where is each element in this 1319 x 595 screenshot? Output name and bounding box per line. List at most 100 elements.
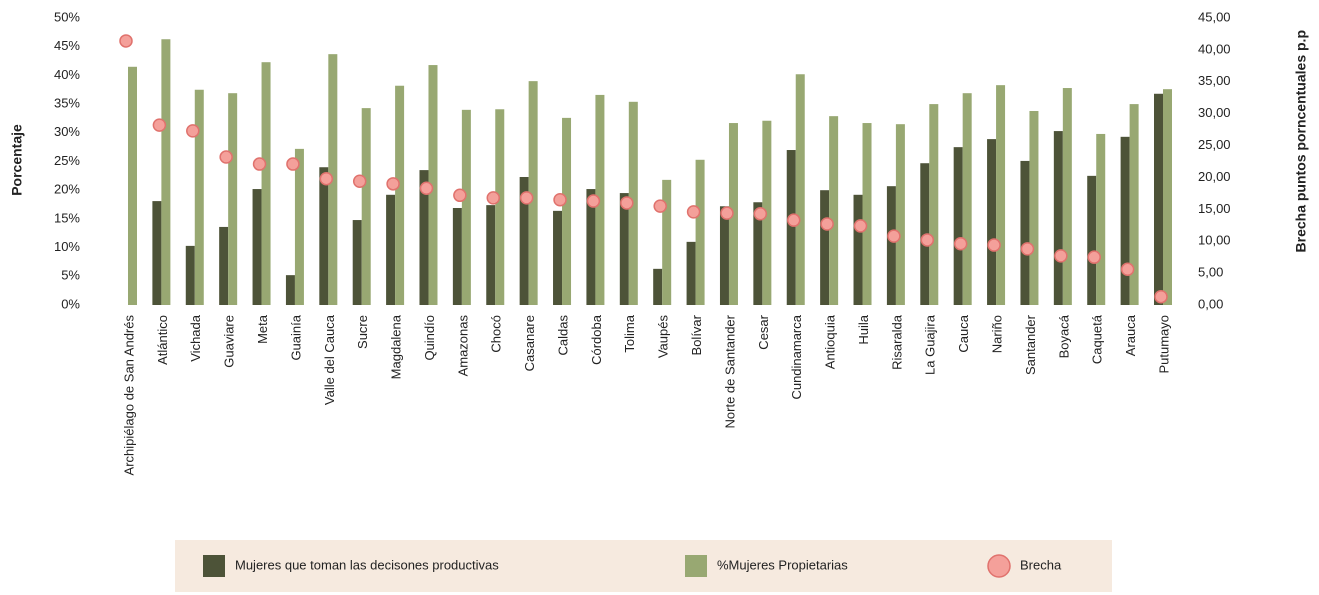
brecha-point [553,193,567,207]
brecha-point [419,181,434,196]
y2-tick-label: 20,00 [1198,169,1231,184]
x-tick-label: Risaralda [889,314,904,370]
y-tick-label: 10% [54,239,80,254]
bar [1096,133,1106,305]
bar [152,201,162,305]
bar [553,210,563,305]
brecha-point [453,188,467,203]
bar [194,89,204,305]
brecha-point [286,157,300,171]
y2-tick-label: 10,00 [1198,233,1231,248]
x-tick-label: Casanare [522,315,537,371]
y2-tick-label: 30,00 [1198,105,1231,120]
y2-tick-label: 0,00 [1198,296,1223,311]
x-tick-label: Tolima [622,314,637,352]
brecha-point [186,124,200,138]
y2-axis-title: Brecha puntos porncentuales p.p [1293,30,1309,252]
y-axis-title: Porcentaje [9,124,25,196]
x-tick-label: Cesar [756,314,771,349]
x-tick-label: Cauca [956,314,971,352]
x-tick-label: Amazonas [455,315,470,377]
brecha-point [953,237,968,251]
legend-swatch [987,554,1011,578]
bar [686,241,696,305]
y-tick-label: 0% [61,296,80,311]
bar [395,85,405,306]
bar [996,85,1006,306]
brecha-point [219,150,233,164]
x-tick-label: Guainía [288,314,303,360]
bar [252,189,262,305]
bar [352,220,362,305]
bar [528,81,538,305]
brecha-point [1120,262,1135,277]
bar [1120,136,1130,305]
x-tick-label: Valle del Cauca [322,314,337,405]
brecha-point [686,205,701,219]
brecha-point [753,207,768,221]
bar [786,150,796,305]
legend-label: Mujeres que toman las decisones producti… [235,557,499,572]
x-tick-label: Putumayo [1156,315,1171,374]
brecha-point [519,191,534,205]
brecha-point [386,177,400,191]
bar [1020,160,1030,305]
bar [161,39,171,305]
bar [820,190,830,305]
brecha-point [720,206,734,220]
x-tick-label: La Guajira [923,314,938,375]
bar [886,186,896,305]
brecha-point [1154,289,1168,304]
bar [461,109,471,305]
x-tick-label: Arauca [1123,314,1138,356]
bar [294,148,304,305]
legend-box [175,540,1112,592]
bar [1053,131,1063,305]
bar [319,167,329,305]
legend-swatch [203,555,225,577]
y2-tick-label: 45,00 [1198,9,1231,24]
brecha-point [486,191,501,205]
bar [428,65,438,306]
brecha-point [1054,249,1068,263]
x-tick-label: Archipiélago de San Andrés [121,315,136,476]
bar [285,275,295,305]
bar [953,147,963,305]
bar [495,109,505,306]
y2-tick-label: 40,00 [1198,41,1231,56]
brecha-point [1087,250,1101,264]
bar [185,245,195,305]
bar [795,74,805,305]
x-tick-label: Magdalena [389,314,404,379]
x-tick-label: Vaupés [656,315,671,359]
bar [619,193,629,305]
bar [695,159,705,305]
y-tick-label: 35% [54,96,80,111]
y2-tick-label: 5,00 [1198,265,1223,280]
y-tick-label: 15% [54,210,80,225]
bar [829,116,839,306]
bar [1062,88,1072,305]
bar [1087,175,1097,305]
x-tick-label: Santander [1023,314,1038,375]
bar [128,66,137,305]
brecha-point [853,219,868,233]
bar [1029,110,1039,305]
brecha-point [586,194,601,208]
brecha-point [152,118,167,132]
y-tick-label: 20% [54,182,80,197]
x-tick-label: Vichada [188,314,203,362]
x-tick-label: Caldas [555,315,570,356]
bar [653,268,663,305]
y2-tick-label: 15,00 [1198,201,1231,216]
brecha-point [620,196,634,210]
y-tick-label: 25% [54,153,80,168]
bar [853,194,863,305]
bar [562,117,572,305]
bar [962,93,972,305]
legend-label: Brecha [1020,557,1062,572]
bar [419,170,429,305]
bar [1163,89,1172,306]
x-tick-label: Huila [856,314,871,344]
